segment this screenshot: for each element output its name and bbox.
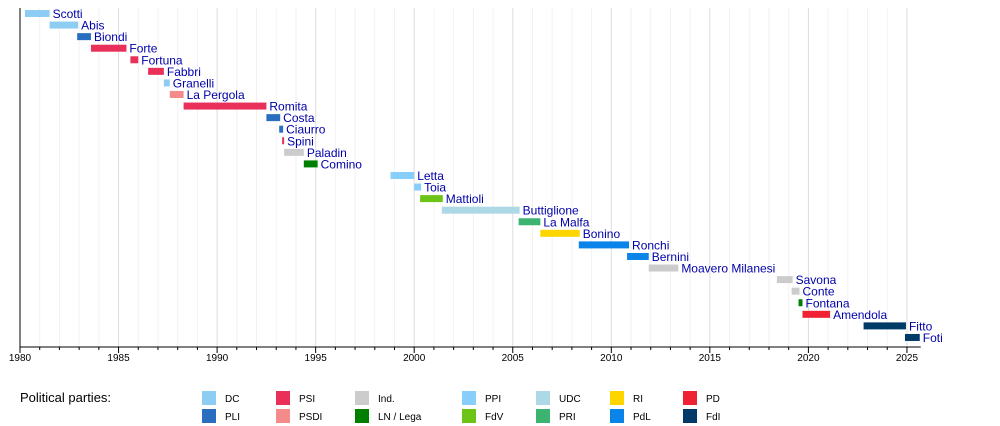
x-tick-label: 1980 (9, 353, 32, 364)
bar-moavero-milanesi (648, 264, 679, 272)
bar-label: Biondi (94, 30, 127, 44)
bar-buttiglione (441, 206, 520, 214)
legend-swatch (536, 391, 550, 405)
legend-label: LN / Lega (378, 412, 422, 423)
legend-title: Political parties: (20, 390, 112, 405)
bar-mattioli (420, 195, 443, 203)
bar-foti (904, 333, 920, 341)
bar-label: Moavero Milanesi (681, 262, 775, 276)
x-tick-label: 2025 (896, 353, 919, 364)
bar-fabbri (148, 67, 164, 75)
x-tick-label: 1995 (305, 353, 328, 364)
legend-swatch (536, 409, 550, 423)
bar-label: Ciaurro (286, 123, 326, 137)
bar-amendola (802, 310, 831, 318)
x-tick-label: 2020 (797, 353, 820, 364)
x-tick-label: 2000 (403, 353, 426, 364)
bar-label: Romita (269, 100, 307, 114)
bar-label: Toia (424, 181, 446, 195)
legend-swatch (202, 391, 216, 405)
bar-label: Fortuna (141, 53, 183, 67)
bar-label: Abis (81, 19, 104, 33)
bar-label: Comino (321, 157, 363, 171)
legend-swatch (462, 409, 476, 423)
legend-swatch (462, 391, 476, 405)
x-tick-label: 2010 (600, 353, 623, 364)
bar-paladin (284, 148, 304, 156)
bar-label: Foti (923, 331, 943, 345)
bar-label: Mattioli (446, 192, 484, 206)
x-tick-label: 2005 (502, 353, 525, 364)
legend-swatch (610, 391, 624, 405)
bar-label: Paladin (307, 146, 347, 160)
legend-label: PdL (633, 412, 651, 423)
bar-scotti (24, 10, 50, 17)
bar-conte (791, 287, 800, 295)
legend-swatch (276, 409, 290, 423)
bar-label: Bernini (652, 250, 689, 264)
bar-label: Savona (796, 273, 837, 287)
bar-label: Amendola (833, 308, 887, 322)
bar-ronchi (578, 241, 630, 249)
bar-label: La Malfa (543, 215, 589, 229)
bar-savona (776, 276, 793, 284)
legend-label: UDC (559, 394, 581, 405)
legend-label: PRI (559, 412, 576, 423)
bar-abis (49, 21, 79, 29)
legend-label: PPI (485, 394, 501, 405)
bar-label: Bonino (583, 227, 621, 241)
bar-label: Forte (129, 42, 157, 56)
bar-la-malfa (518, 218, 541, 226)
bar-costa (266, 114, 281, 122)
legend-swatch (683, 409, 697, 423)
bar-label: Fabbri (167, 65, 201, 79)
x-tick-label: 1990 (206, 353, 229, 364)
bar-label: Ronchi (632, 238, 669, 252)
bar-label: Spini (287, 134, 314, 148)
bar-fortuna (130, 56, 139, 64)
x-tick-label: 1985 (107, 353, 130, 364)
legend-label: PSDI (299, 412, 322, 423)
bar-bonino (540, 229, 580, 237)
bar-label: Conte (803, 285, 835, 299)
legend-label: Ind. (378, 394, 395, 405)
legend-label: PLI (225, 412, 240, 423)
bar-ciaurro (279, 125, 284, 133)
bar-bernini (627, 252, 649, 260)
bar-label: Granelli (173, 76, 214, 90)
bar-spini (282, 137, 285, 145)
legend-label: FdI (706, 412, 720, 423)
bar-label: Scotti (53, 7, 83, 21)
legend-label: RI (633, 394, 643, 405)
bar-label: La Pergola (187, 88, 245, 102)
legend-swatch (276, 391, 290, 405)
bar-romita (183, 102, 267, 110)
bar-fontana (798, 299, 803, 307)
bar-label: Fitto (909, 319, 933, 333)
bar-label: Buttiglione (523, 204, 579, 218)
bar-fitto (863, 322, 906, 330)
legend-swatch (683, 391, 697, 405)
bar-forte (90, 44, 127, 52)
legend-label: DC (225, 394, 239, 405)
bar-label: Letta (417, 169, 444, 183)
bar-label: Fontana (805, 296, 849, 310)
legend-label: PSI (299, 394, 315, 405)
legend-label: FdV (485, 412, 504, 423)
legend-swatch (355, 409, 369, 423)
legend-label: PD (706, 394, 720, 405)
legend-swatch (355, 391, 369, 405)
legend-swatch (202, 409, 216, 423)
bar-label: Costa (283, 111, 315, 125)
bar-toia (414, 183, 422, 191)
bar-biondi (77, 33, 91, 41)
bar-comino (303, 160, 318, 168)
legend-swatch (610, 409, 624, 423)
bar-la-pergola (169, 90, 184, 98)
bar-letta (390, 171, 415, 179)
bar-granelli (163, 79, 170, 87)
x-tick-label: 2015 (699, 353, 722, 364)
